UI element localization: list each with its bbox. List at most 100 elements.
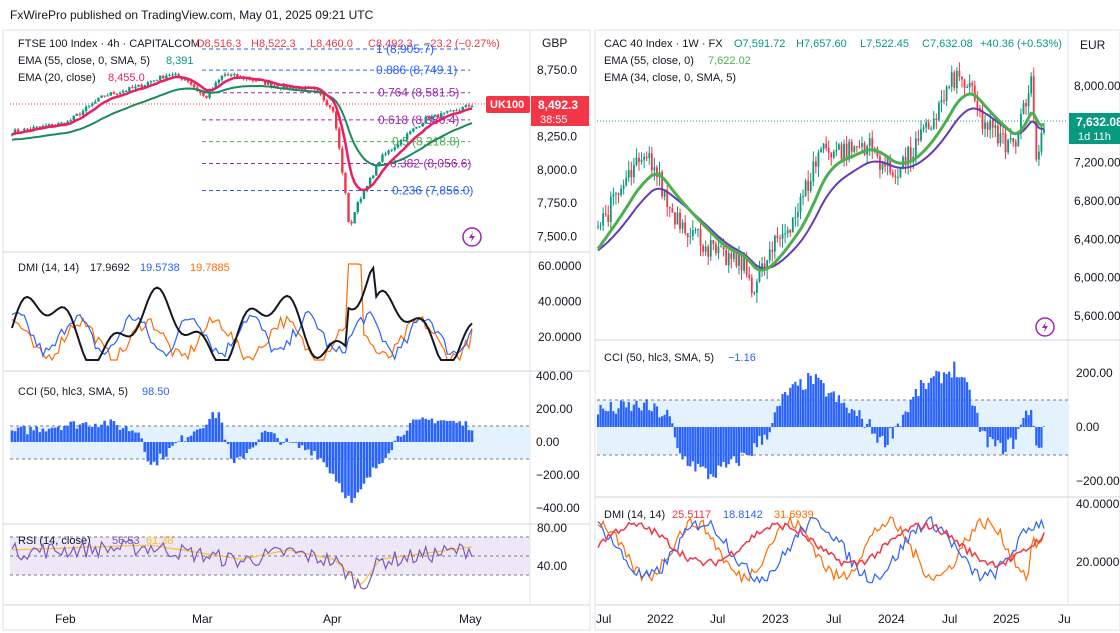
candle-body bbox=[855, 146, 858, 148]
cci-bar bbox=[714, 427, 718, 478]
candle-body bbox=[943, 100, 945, 102]
candle-body bbox=[963, 79, 966, 88]
cci-bar bbox=[285, 438, 289, 442]
candle-body bbox=[399, 140, 403, 145]
candle-body bbox=[229, 74, 233, 76]
cci-bar bbox=[470, 430, 474, 442]
cci-bar bbox=[607, 411, 610, 427]
candle-body bbox=[356, 201, 359, 213]
ftse-rsi-axis: 80.00 40.00 bbox=[537, 521, 567, 573]
cci-bar bbox=[44, 431, 48, 442]
cci-bar bbox=[19, 426, 23, 442]
candle-body bbox=[648, 153, 651, 159]
cci-bar bbox=[699, 427, 702, 468]
candle-body bbox=[820, 149, 822, 153]
candle-body bbox=[430, 116, 434, 120]
cci-bar bbox=[26, 434, 29, 442]
time-tick-label: 2024 bbox=[878, 612, 905, 626]
candle-body bbox=[396, 144, 400, 148]
cci-bar bbox=[919, 380, 923, 427]
time-tick-label: Mar bbox=[192, 612, 213, 626]
cci-bar bbox=[325, 442, 329, 468]
cci-bar bbox=[876, 427, 879, 443]
cci-bar bbox=[103, 420, 106, 442]
candle-body bbox=[850, 141, 853, 152]
candle-body bbox=[115, 93, 119, 95]
cci-bar bbox=[942, 372, 946, 427]
candle-body bbox=[384, 153, 387, 155]
cci-bar bbox=[149, 442, 153, 465]
candle-body bbox=[177, 74, 180, 77]
cci-bar bbox=[371, 442, 375, 468]
candle-body bbox=[794, 217, 797, 219]
candle-body bbox=[205, 95, 208, 98]
cci-bar bbox=[930, 377, 933, 427]
cci-bar bbox=[1014, 427, 1017, 440]
candle-body bbox=[922, 127, 925, 130]
axis-tick-label: 40.0000 bbox=[538, 295, 582, 309]
candle-body bbox=[220, 75, 224, 80]
candle-body bbox=[452, 110, 455, 112]
cac-last-price-badge bbox=[1069, 113, 1120, 144]
cci-bar bbox=[288, 442, 292, 443]
cci-bar bbox=[1042, 426, 1046, 427]
cci-bar bbox=[171, 442, 174, 446]
candle-body bbox=[827, 147, 830, 153]
cci-bar bbox=[640, 410, 643, 427]
candle-body bbox=[325, 100, 329, 105]
candle-body bbox=[87, 105, 91, 107]
candle-body bbox=[886, 157, 889, 167]
cci-bar bbox=[47, 428, 51, 442]
candle-body bbox=[100, 95, 103, 98]
candle-body bbox=[202, 93, 205, 96]
ftse-rsi-label: RSI (14, close) bbox=[18, 535, 91, 547]
cac-ema55-line bbox=[596, 92, 1045, 272]
candle-body bbox=[84, 106, 88, 111]
cci-bar bbox=[1001, 427, 1005, 455]
candle-body bbox=[273, 85, 276, 87]
cci-bar bbox=[350, 442, 353, 503]
cci-bar bbox=[868, 419, 871, 427]
cci-bar bbox=[260, 432, 264, 442]
candle-body bbox=[738, 252, 740, 266]
cci-bar bbox=[390, 442, 394, 451]
cci-bar bbox=[38, 432, 42, 442]
candle-body bbox=[91, 103, 94, 106]
cci-bar bbox=[10, 430, 14, 442]
cci-bar bbox=[1030, 409, 1033, 427]
flash-icon[interactable] bbox=[462, 227, 482, 247]
candle-body bbox=[60, 122, 63, 124]
candle-body bbox=[341, 148, 344, 173]
cac-title: CAC 40 Index · 1W · FX bbox=[604, 38, 723, 50]
candle-body bbox=[57, 123, 60, 126]
candle-body bbox=[208, 90, 211, 98]
candle-body bbox=[661, 171, 663, 197]
cci-bar bbox=[760, 427, 764, 445]
cci-bar bbox=[331, 442, 335, 474]
candle-body bbox=[717, 246, 720, 254]
cci-bar bbox=[297, 442, 301, 448]
candle-body bbox=[294, 88, 298, 90]
cac-dmi-axis: 40.0000 20.0000 bbox=[1076, 497, 1120, 569]
candle-body bbox=[838, 144, 840, 150]
uk100-label: UK100 bbox=[490, 99, 524, 111]
cci-bar bbox=[316, 442, 319, 460]
fib-label: 1 (8,905.7) bbox=[376, 42, 434, 56]
axis-tick-label: 7,750.0 bbox=[537, 196, 577, 210]
cci-bar bbox=[368, 442, 372, 478]
candle-body bbox=[727, 253, 730, 266]
cci-bar bbox=[776, 406, 779, 427]
cci-bar bbox=[596, 414, 600, 427]
flash-icon[interactable] bbox=[1035, 317, 1055, 337]
cci-bar bbox=[842, 402, 846, 427]
left-chart-frame bbox=[2, 29, 591, 631]
candle-body bbox=[955, 70, 958, 89]
cci-bar bbox=[727, 427, 730, 465]
cci-bar bbox=[115, 425, 119, 442]
cci-bar bbox=[328, 442, 332, 474]
cci-bar bbox=[832, 391, 835, 427]
candle-body bbox=[375, 164, 378, 176]
cci-bar bbox=[449, 420, 452, 442]
candle-body bbox=[758, 271, 761, 282]
cci-bar bbox=[909, 400, 912, 427]
